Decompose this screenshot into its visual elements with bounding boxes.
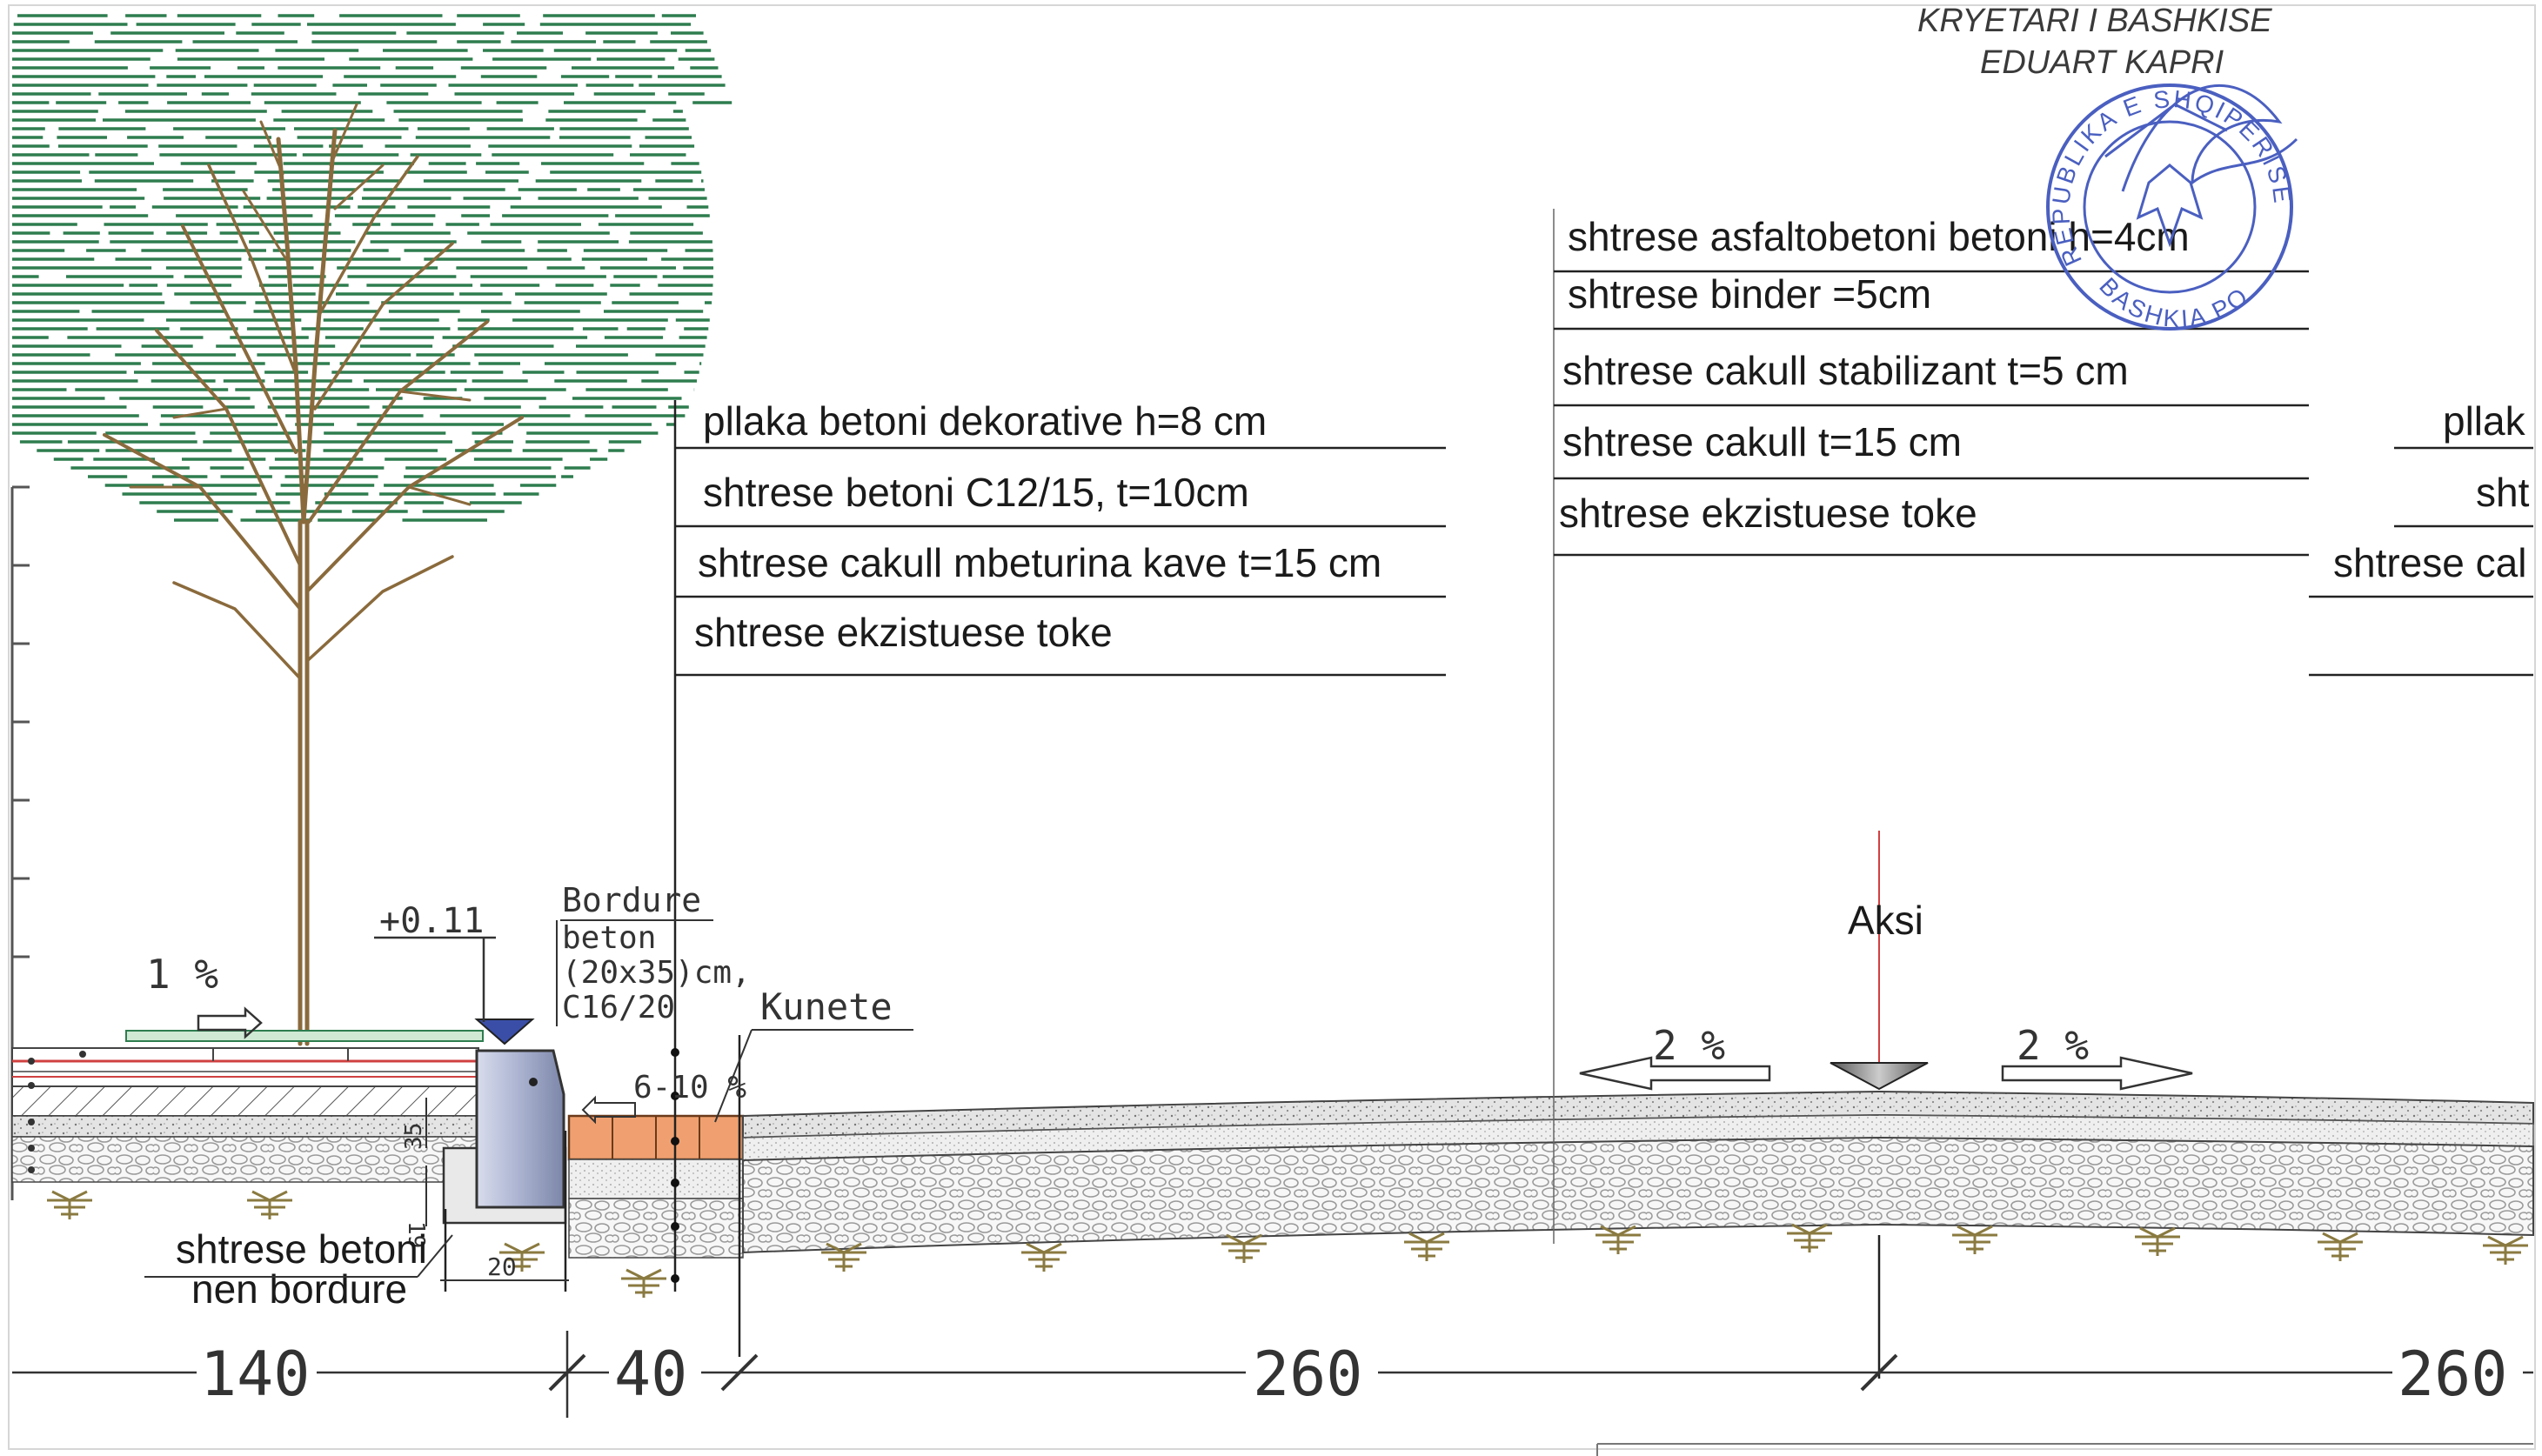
road-layer-4: shtrese cakull t=15 cm xyxy=(1562,419,1962,464)
soil-symbol xyxy=(499,1242,545,1272)
right-cut-layer-2: sht xyxy=(2476,470,2530,515)
gutter-kunete xyxy=(567,1114,745,1259)
soil-symbol xyxy=(2318,1232,2363,1261)
right-cut-layer-table: pllak sht shtrese cal xyxy=(2309,398,2533,677)
elevation-value: +0.11 xyxy=(379,901,484,941)
concrete-curb xyxy=(442,1019,567,1225)
soil-symbol xyxy=(1787,1223,1832,1252)
sidewalk-layer-3: shtrese cakull mbeturina kave t=15 cm xyxy=(698,540,1381,585)
gutter-label: Kunete 6-10 % xyxy=(581,985,913,1125)
soil-symbol xyxy=(1595,1225,1641,1254)
sidewalk-layer-table: pllaka betoni dekorative h=8 cm shtrese … xyxy=(675,398,1446,677)
road-axis: Aksi 2 % 2 % xyxy=(1579,898,2193,1091)
soil-symbol xyxy=(247,1190,292,1219)
curb-base-label-2: nen bordure xyxy=(191,1266,407,1312)
mayor-name: EDUART KAPRI xyxy=(1980,44,2224,81)
soil-symbol xyxy=(621,1268,666,1298)
road-layer-2: shtrese binder =5cm xyxy=(1568,271,1931,317)
soil-symbol xyxy=(1952,1225,1997,1254)
leader-dots xyxy=(671,1048,679,1283)
sidewalk-layer-2: shtrese betoni C12/15, t=10cm xyxy=(703,470,1249,515)
elevation-mark: +0.11 xyxy=(374,901,496,1022)
curb-dimensions: 35 19 20 shtrese betoni nen bordure xyxy=(144,1098,569,1312)
sidewalk-slope: 1 % xyxy=(146,951,263,1039)
sidewalk-layer-4: shtrese ekzistuese toke xyxy=(694,610,1113,655)
road-layer-table: shtrese asfaltobetoni betoni h=4cm shtre… xyxy=(1554,214,2309,557)
right-cut-layer-3: shtrese cal xyxy=(2333,540,2526,585)
soil-symbol xyxy=(1021,1242,1067,1272)
dimension-line: 140 40 260 260 xyxy=(12,1331,2533,1418)
sidewalk-layer-1: pllaka betoni dekorative h=8 cm xyxy=(703,398,1267,444)
dimension-lane-left: 260 xyxy=(1253,1339,1362,1410)
soil-symbol xyxy=(821,1242,866,1272)
dimension-gutter: 40 xyxy=(614,1339,687,1410)
soil-symbol xyxy=(2483,1235,2528,1265)
curb-label-line3: (20x35)cm, xyxy=(562,955,751,991)
dimension-sidewalk: 140 xyxy=(200,1339,310,1410)
axis-label: Aksi xyxy=(1848,898,1923,943)
page-frame xyxy=(8,4,2536,1450)
curb-base-label-1: shtrese betoni xyxy=(176,1226,427,1272)
curb-base-value: 19 xyxy=(403,1221,429,1248)
soil-symbols xyxy=(47,1190,2528,1298)
stamp-eagle-icon xyxy=(2136,164,2204,248)
soil-symbol xyxy=(2135,1226,2180,1256)
gutter-label-text: Kunete xyxy=(760,985,893,1028)
dimension-lane-right: 260 xyxy=(2398,1339,2507,1410)
road-layer-5: shtrese ekzistuese toke xyxy=(1559,491,1977,536)
road-slope-right-value: 2 % xyxy=(2017,1022,2089,1069)
gutter-slope-value: 6-10 % xyxy=(633,1070,746,1105)
signature-scribble xyxy=(2104,84,2298,192)
title-block-edge xyxy=(1596,1443,2533,1456)
soil-symbol xyxy=(47,1190,92,1219)
road-layer-3: shtrese cakull stabilizant t=5 cm xyxy=(1562,348,2129,393)
signature-block: KRYETARI I BASHKISE EDUART KAPRI xyxy=(1917,3,2272,81)
soil-symbol xyxy=(1404,1232,1449,1261)
road-pavement xyxy=(742,1090,2534,1254)
sidewalk-slope-value: 1 % xyxy=(146,951,218,998)
curb-label: Bordure beton (20x35)cm, C16/20 xyxy=(556,881,751,1026)
tree-trunk xyxy=(103,103,524,1046)
road-slope-left-value: 2 % xyxy=(1653,1022,1725,1069)
sidewalk-section xyxy=(11,1030,484,1183)
mayor-title: KRYETARI I BASHKISE xyxy=(1917,3,2272,39)
curb-label-line2: beton xyxy=(562,920,656,956)
curb-label-line1: Bordure xyxy=(562,881,701,919)
right-cut-layer-1: pllak xyxy=(2443,398,2526,444)
soil-symbol xyxy=(1221,1233,1267,1263)
curb-width-value: 20 xyxy=(487,1252,517,1281)
curb-label-line4: C16/20 xyxy=(562,990,675,1025)
curb-height-value: 35 xyxy=(401,1123,427,1150)
